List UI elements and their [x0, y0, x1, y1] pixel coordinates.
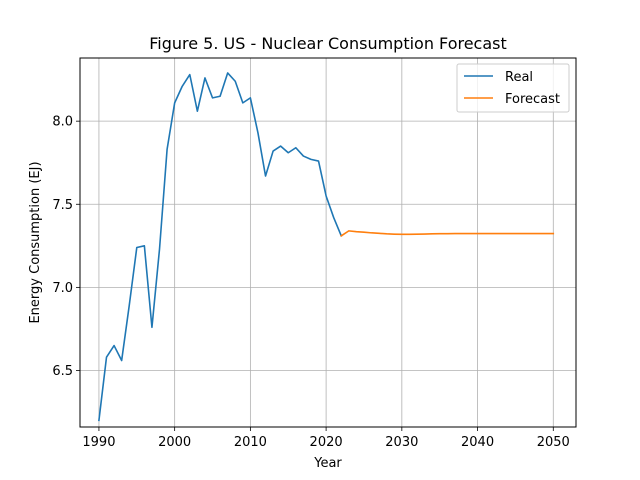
y-tick-label: 7.0: [52, 281, 73, 296]
x-tick-label: 2010: [234, 435, 267, 450]
x-axis-label: Year: [313, 456, 342, 471]
series-line-forecast: [340, 230, 555, 237]
legend-label-real: Real: [505, 70, 533, 85]
x-tick-label: 1990: [82, 435, 115, 450]
plot-frame: [79, 57, 577, 428]
x-tick-label: 2030: [385, 435, 418, 450]
legend: Real Forecast: [456, 63, 570, 113]
x-tick-label: 2020: [310, 435, 343, 450]
y-tick-label: 8.0: [52, 115, 73, 130]
x-tick-label: 2040: [461, 435, 494, 450]
series-layer: [98, 72, 555, 422]
x-tick-label: 2000: [158, 435, 191, 450]
y-axis-label: Energy Consumption (EJ): [28, 161, 43, 323]
series-line-real: [98, 72, 343, 422]
legend-label-forecast: Forecast: [505, 92, 560, 107]
chart-title: Figure 5. US - Nuclear Consumption Forec…: [149, 34, 507, 53]
tick-layer: 1990 2000 2010 2020 2030 2040 2050 6.5 7.0 7.5 8.0: [52, 115, 570, 450]
y-tick-label: 7.5: [52, 198, 73, 213]
y-tick-label: 6.5: [52, 364, 73, 379]
x-tick-label: 2050: [537, 435, 570, 450]
grid-layer: [80, 58, 576, 427]
